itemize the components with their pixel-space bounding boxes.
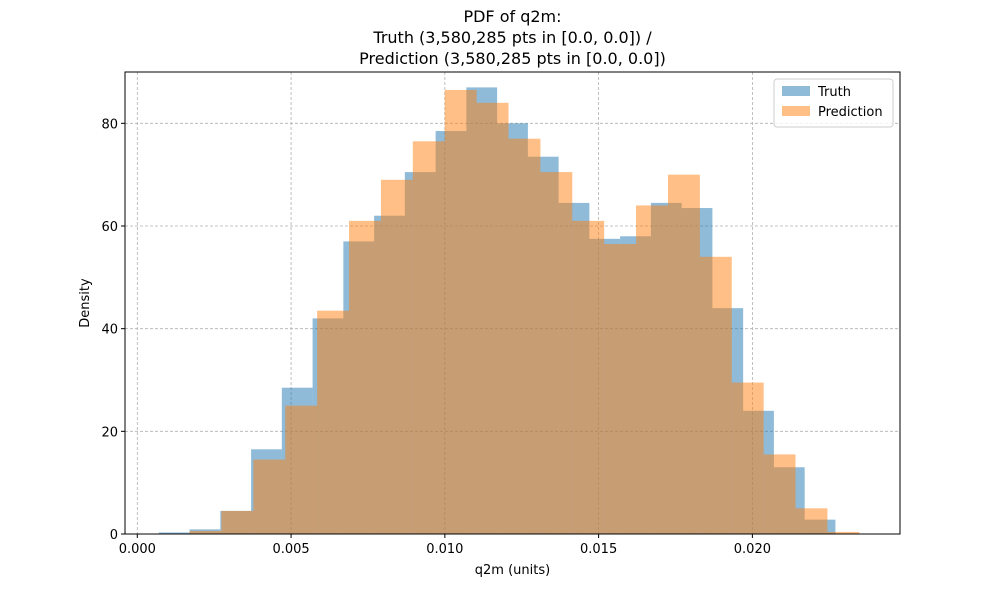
- x-tick-label-0: 0.000: [119, 542, 156, 557]
- prediction-bar-14: [636, 205, 668, 534]
- prediction-bar-18: [763, 454, 796, 534]
- prediction-bar-4: [317, 310, 350, 534]
- title-line-1: PDF of q2m:: [463, 7, 561, 26]
- y-tick-label-0: 0: [110, 528, 118, 543]
- prediction-legend-label: Prediction: [818, 105, 883, 120]
- x-tick-label-4: 0.020: [734, 542, 771, 557]
- prediction-legend-swatch: [782, 106, 810, 116]
- prediction-bar-15: [667, 174, 700, 534]
- x-tick-label-3: 0.015: [580, 542, 617, 557]
- y-tick-label-4: 80: [101, 117, 118, 132]
- legend: Truth Prediction: [773, 78, 894, 128]
- truth-legend-label: Truth: [817, 85, 851, 100]
- prediction-bar-13: [604, 243, 637, 534]
- histogram-bars: [158, 87, 860, 535]
- prediction-bar-20: [827, 531, 860, 534]
- prediction-bar-3: [285, 405, 318, 534]
- y-axis-label: Density: [78, 278, 93, 328]
- prediction-bar-9: [476, 102, 509, 535]
- prediction-bar-12: [572, 220, 605, 534]
- title-line-2: Truth (3,580,285 pts in [0.0, 0.0]) /: [372, 28, 652, 47]
- x-tick-label-2: 0.010: [426, 542, 463, 557]
- prediction-bar-11: [540, 172, 573, 534]
- prediction-bar-8: [444, 89, 477, 534]
- title-line-3: Prediction (3,580,285 pts in [0.0, 0.0]): [359, 49, 666, 68]
- prediction-bar-1: [221, 510, 254, 534]
- prediction-bar-6: [380, 179, 413, 535]
- y-tick-label-2: 40: [101, 323, 118, 338]
- prediction-bar-19: [795, 508, 828, 534]
- axis-ticks: 0.000 0.005 0.010 0.015 0.020 0 20 40 60 80: [101, 117, 771, 557]
- truth-bar-0: [158, 532, 190, 534]
- prediction-bar-16: [699, 256, 732, 534]
- x-axis-label: q2m (units): [475, 563, 550, 578]
- prediction-bar-0: [189, 530, 222, 534]
- prediction-bar-17: [731, 382, 764, 534]
- truth-legend-swatch: [782, 86, 810, 96]
- prediction-bar-2: [253, 459, 286, 534]
- y-tick-label-3: 60: [101, 220, 118, 235]
- prediction-bar-10: [508, 138, 541, 534]
- x-tick-label-1: 0.005: [272, 542, 309, 557]
- chart-title: PDF of q2m: Truth (3,580,285 pts in [0.0…: [359, 7, 666, 68]
- prediction-bar-7: [412, 141, 445, 535]
- y-tick-label-1: 20: [101, 425, 118, 440]
- plot-frame: [124, 71, 901, 535]
- prediction-bar-5: [349, 220, 381, 534]
